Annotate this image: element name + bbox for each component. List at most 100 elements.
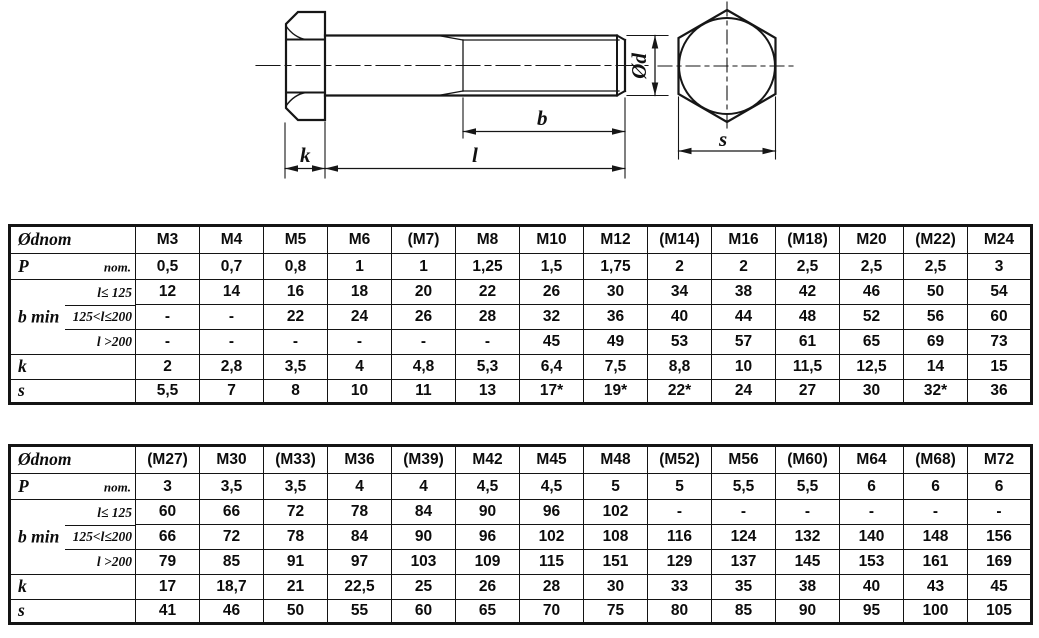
value-cell: 102 <box>583 499 648 525</box>
value-cell: 102 <box>519 524 584 550</box>
value-cell: - <box>711 499 776 525</box>
value-cell: - <box>775 499 840 525</box>
column-header: (M14) <box>647 225 712 254</box>
dim-label-s: s <box>718 127 727 151</box>
value-cell: 30 <box>583 279 648 305</box>
column-header: M10 <box>519 225 584 254</box>
value-cell: 8 <box>263 379 328 404</box>
value-cell: 22 <box>455 279 520 305</box>
value-cell: 85 <box>199 549 264 575</box>
value-cell: - <box>327 329 392 355</box>
value-cell: 26 <box>455 574 520 600</box>
value-cell: 5,3 <box>455 354 520 380</box>
value-cell: 2,5 <box>839 253 904 280</box>
value-cell: 91 <box>263 549 328 575</box>
value-cell: 140 <box>839 524 904 550</box>
value-cell: 60 <box>391 599 456 624</box>
value-cell: 4,5 <box>455 473 520 500</box>
dim-label-l: l <box>472 143 478 167</box>
table-row: 66 72 78 84 90 96 102 108 116 124 132 140 148 156 <box>10 524 1032 550</box>
table-row: b min l≤ 125 125<l≤200 l >200 12 14 16 18 20… <box>9 279 1032 355</box>
value-cell: 69 <box>903 329 968 355</box>
corner-header-diameter: Ødnom <box>9 445 136 474</box>
spec-table-m27-m72: Ødnom (M27) M30 (M33) M36 (M39) M42 M45 M48 (M52… <box>8 444 1033 625</box>
pitch-unit-label: nom. <box>103 479 131 494</box>
column-header: (M27) <box>135 445 200 474</box>
value-cell: 30 <box>839 379 904 404</box>
value-cell: 2,5 <box>775 253 840 280</box>
column-header: (M33) <box>263 445 328 474</box>
value-cell: 95 <box>839 599 904 624</box>
table-row: - -22 24 26 28 32 36 40 44 48 52 56 60 <box>10 304 1032 330</box>
row-header-bmin: b min l≤ 125 125<l≤200 l >200 <box>9 279 136 355</box>
value-cell: 40 <box>839 574 904 600</box>
bmin-condition-1: l≤ 125 <box>97 504 132 520</box>
row-header-pitch: P nom. <box>9 473 136 500</box>
value-cell: 109 <box>455 549 520 575</box>
value-cell: 55 <box>327 599 392 624</box>
value-cell: 57 <box>711 329 776 355</box>
column-header: M64 <box>839 445 904 474</box>
value-cell: 72 <box>263 499 328 525</box>
value-cell: 45 <box>519 329 584 355</box>
value-cell: 17* <box>519 379 584 404</box>
value-cell: 85 <box>711 599 776 624</box>
value-cell: 21 <box>263 574 328 600</box>
value-cell: 2,8 <box>199 354 264 380</box>
hex-head-end-view <box>657 1 797 160</box>
value-cell: 38 <box>711 279 776 305</box>
value-cell: 5 <box>647 473 712 500</box>
value-cell: 1,75 <box>583 253 648 280</box>
value-cell: 54 <box>967 279 1032 305</box>
value-cell: 129 <box>647 549 712 575</box>
value-cell: 60 <box>967 304 1032 330</box>
spec-table-m3-m24: Ødnom M3 M4 M5 M6 (M7) M8 M10 M12 (M14) M16 (M18) M… <box>8 224 1033 405</box>
value-cell: 124 <box>711 524 776 550</box>
value-cell: 72 <box>199 524 264 550</box>
value-cell: 8,8 <box>647 354 712 380</box>
value-cell: - <box>135 329 200 355</box>
value-cell: 3,5 <box>263 473 328 500</box>
value-cell: 96 <box>519 499 584 525</box>
value-cell: 97 <box>327 549 392 575</box>
value-cell: 2 <box>711 253 776 280</box>
value-cell: 70 <box>519 599 584 624</box>
bmin-condition-3: l >200 <box>96 333 132 349</box>
value-cell: 19* <box>583 379 648 404</box>
value-cell: 79 <box>135 549 200 575</box>
value-cell: 1 <box>327 253 392 280</box>
value-cell: - <box>647 499 712 525</box>
value-cell: - <box>135 304 200 330</box>
value-cell: 41 <box>135 599 200 624</box>
value-cell: 26 <box>519 279 584 305</box>
value-cell: 115 <box>519 549 584 575</box>
column-header: M4 <box>199 225 264 254</box>
value-cell: 12,5 <box>839 354 904 380</box>
column-header: (M18) <box>775 225 840 254</box>
value-cell: 78 <box>263 524 328 550</box>
value-cell: 5 <box>583 473 648 500</box>
value-cell: 65 <box>455 599 520 624</box>
value-cell: 20 <box>391 279 456 305</box>
table-row: - - - - - -45 49 53 57 61 65 69 73 <box>10 329 1032 355</box>
value-cell: 34 <box>647 279 712 305</box>
value-cell: 4 <box>391 473 456 500</box>
column-header: M72 <box>967 445 1032 474</box>
value-cell: 1,5 <box>519 253 584 280</box>
column-header: M30 <box>199 445 264 474</box>
value-cell: 17 <box>135 574 200 600</box>
corner-header-diameter: Ødnom <box>9 225 136 254</box>
value-cell: 105 <box>967 599 1032 624</box>
value-cell: 46 <box>199 599 264 624</box>
value-cell: 61 <box>775 329 840 355</box>
bmin-label: b min <box>18 526 60 547</box>
value-cell: 15 <box>967 354 1032 380</box>
value-cell: 35 <box>711 574 776 600</box>
value-cell: 49 <box>583 329 648 355</box>
column-header: M24 <box>967 225 1032 254</box>
value-cell: 1,25 <box>455 253 520 280</box>
column-header: (M39) <box>391 445 456 474</box>
value-cell: 22 <box>263 304 328 330</box>
table-row: k 2 2,8 3,5 4 4,8 5,3 6,4 7,5 8,8 10 11,5 12,5 14 15 <box>9 354 1032 380</box>
row-header-s: s <box>9 379 136 404</box>
